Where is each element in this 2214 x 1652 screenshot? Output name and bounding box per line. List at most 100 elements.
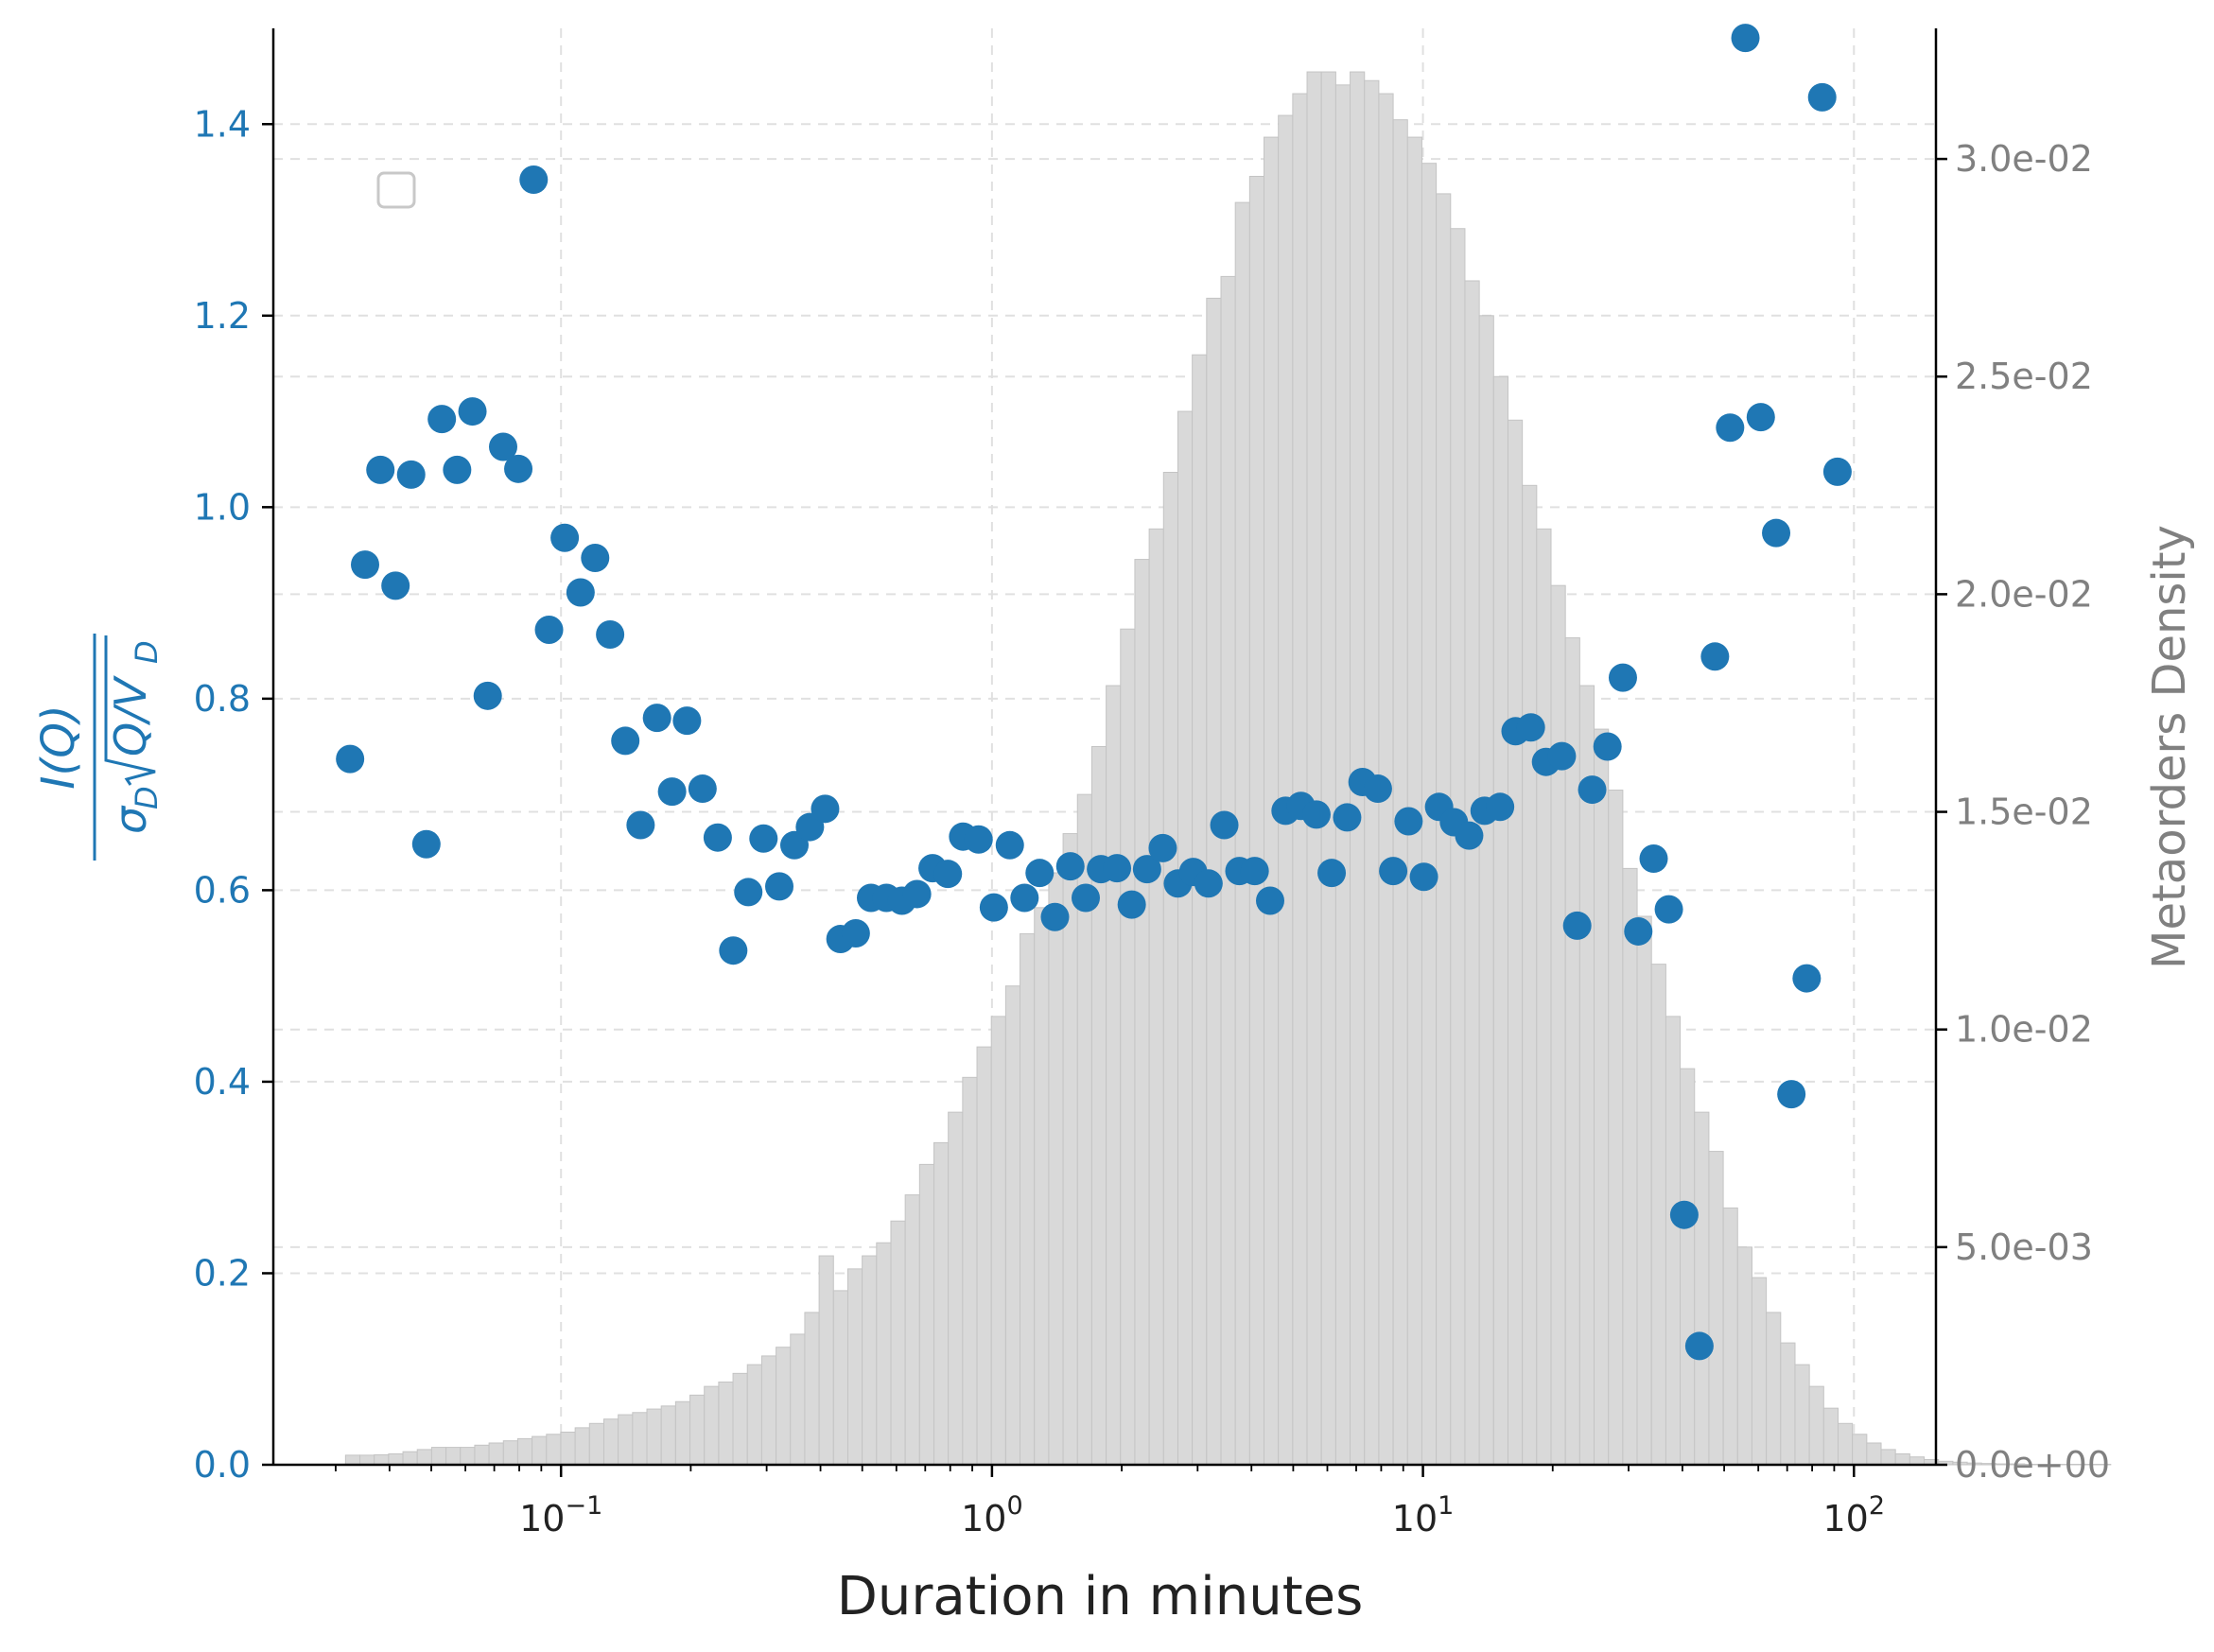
histogram-bar xyxy=(1507,419,1524,1466)
y-label-radicand-sub: D xyxy=(129,640,165,664)
histogram-bar xyxy=(704,1385,720,1466)
scatter-point xyxy=(1040,902,1070,931)
scatter-point xyxy=(488,432,517,461)
left-tick-label: 0.2 xyxy=(194,1252,251,1294)
histogram-bar xyxy=(1148,528,1164,1466)
histogram-bar xyxy=(618,1414,634,1466)
left-tick-label: 0.0 xyxy=(194,1444,251,1486)
histogram-bar xyxy=(1106,685,1122,1466)
histogram-bar xyxy=(1622,867,1638,1466)
scatter-point xyxy=(1700,642,1730,671)
histogram-bar xyxy=(1162,472,1178,1466)
x-tick-exponent: 2 xyxy=(1869,1491,1885,1521)
scatter-point xyxy=(703,823,732,852)
scatter-point xyxy=(534,615,564,644)
right-y-axis-label: Metaorders Density xyxy=(2143,525,2196,969)
scatter-point xyxy=(581,544,610,573)
x-tick-label: 101 xyxy=(1392,1491,1455,1539)
histogram-bar xyxy=(1306,71,1322,1466)
histogram-bar xyxy=(574,1427,590,1466)
histogram-bar xyxy=(1751,1277,1768,1466)
scatter-point xyxy=(1608,663,1637,692)
histogram-bar xyxy=(962,1076,978,1466)
histogram-bar xyxy=(1822,1407,1839,1466)
x-tick-base: 10 xyxy=(1392,1498,1438,1539)
histogram-bar xyxy=(1650,964,1666,1466)
histogram-bar xyxy=(1192,354,1208,1466)
histogram-bar xyxy=(516,1437,533,1466)
scatter-point xyxy=(1669,1200,1699,1229)
histogram-bar xyxy=(976,1046,992,1466)
scatter-point xyxy=(1025,859,1055,888)
histogram-bar xyxy=(1522,484,1538,1466)
histogram-bar xyxy=(374,1453,390,1466)
scatter-point xyxy=(381,571,410,600)
histogram-bar xyxy=(588,1422,604,1466)
scatter-point xyxy=(1394,807,1423,836)
histogram-bar xyxy=(674,1400,691,1466)
legend-box xyxy=(376,171,416,209)
scatter-point xyxy=(1071,883,1100,913)
scatter-point xyxy=(1148,833,1177,862)
histogram-bar xyxy=(416,1449,432,1466)
scatter-point xyxy=(1762,518,1791,548)
histogram-bar xyxy=(546,1434,562,1466)
histogram xyxy=(344,71,2112,1466)
histogram-bar xyxy=(862,1255,878,1466)
x-tick-exponent: 0 xyxy=(1006,1491,1022,1521)
histogram-bar xyxy=(1636,915,1652,1466)
y-label-sigma: σ xyxy=(105,805,156,834)
left-tick-label: 1.4 xyxy=(194,103,251,145)
x-tick-base: 10 xyxy=(519,1498,565,1539)
histogram-bar xyxy=(846,1268,863,1466)
histogram-bar xyxy=(1464,280,1480,1466)
scatter-point xyxy=(366,455,395,484)
histogram-bar xyxy=(344,1454,361,1466)
right-tick-label: 0.0e+00 xyxy=(1955,1444,2110,1486)
scatter-point xyxy=(566,578,595,607)
scatter-point xyxy=(1654,895,1683,924)
histogram-bar xyxy=(1608,790,1624,1466)
histogram-bar xyxy=(1392,119,1408,1466)
histogram-bar xyxy=(1866,1442,1882,1466)
scatter-point xyxy=(550,523,580,552)
x-tick-exponent: 1 xyxy=(1438,1491,1454,1521)
scatter-series xyxy=(336,24,1852,1361)
scatter-point xyxy=(642,704,671,733)
sqrt-sign xyxy=(104,635,156,786)
histogram-bar xyxy=(746,1364,762,1466)
histogram-bar xyxy=(1048,872,1064,1466)
histogram-bar xyxy=(359,1454,375,1466)
histogram-bar xyxy=(790,1333,806,1466)
scatter-point xyxy=(1547,741,1577,771)
histogram-bar xyxy=(933,1141,950,1466)
scatter-point xyxy=(1117,890,1146,919)
histogram-bar xyxy=(1837,1422,1854,1466)
histogram-bar xyxy=(1492,375,1508,1466)
scatter-point xyxy=(504,454,533,483)
scatter-point xyxy=(1240,857,1269,886)
left-tick-label: 0.8 xyxy=(194,678,251,720)
histogram-bar xyxy=(1020,932,1036,1466)
right-y-ticks: 0.0e+00 5.0e-03 1.0e-02 1.5e-02 2.0e-02 2.5e-… xyxy=(1936,138,2110,1486)
axes xyxy=(271,28,1938,1467)
scatter-point xyxy=(1624,916,1653,946)
histogram-bar xyxy=(1334,84,1351,1466)
histogram-bar xyxy=(388,1452,404,1466)
scatter-point xyxy=(611,726,640,756)
scatter-point xyxy=(734,878,763,907)
histogram-bar xyxy=(1808,1385,1824,1466)
histogram-bar xyxy=(602,1418,619,1466)
histogram-bar xyxy=(904,1194,920,1466)
histogram-bar xyxy=(445,1447,462,1466)
histogram-bar xyxy=(1766,1312,1782,1466)
x-tick-base: 10 xyxy=(1822,1498,1868,1539)
histogram-bar xyxy=(948,1111,964,1466)
histogram-bar xyxy=(1278,114,1294,1466)
scatter-point xyxy=(964,825,993,854)
histogram-bar xyxy=(502,1440,518,1466)
scatter-point xyxy=(1301,800,1331,829)
histogram-bar xyxy=(460,1447,476,1466)
histogram-bar xyxy=(1177,410,1194,1466)
